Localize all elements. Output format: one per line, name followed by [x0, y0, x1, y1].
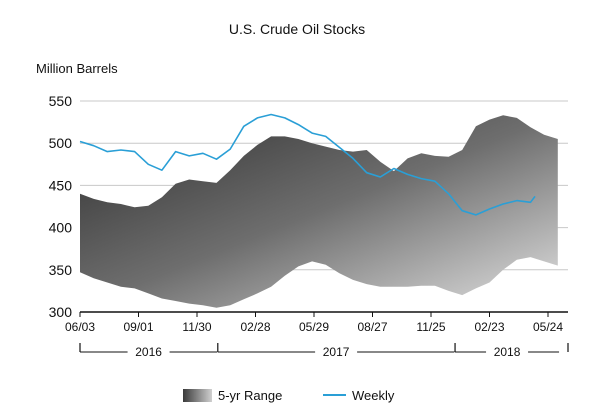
x-tick-label: 05/29: [299, 320, 329, 334]
y-tick-label: 450: [49, 177, 73, 193]
weekly-line-layer: [79, 113, 536, 216]
x-tick-label: 11/25: [416, 320, 445, 334]
y-tick-label: 400: [49, 220, 73, 236]
axes: [79, 311, 568, 317]
legend: 5-yr Range Weekly: [183, 388, 395, 403]
y-axis-label: Million Barrels: [36, 61, 118, 76]
legend-range-swatch: [183, 389, 212, 402]
year-brackets: 2016 2017 2018: [79, 343, 569, 359]
x-tick-label: 05/24: [533, 320, 563, 334]
chart-title: U.S. Crude Oil Stocks: [229, 21, 365, 37]
x-tick-labels: 06/03 09/01 11/30 02/28 05/29 08/27 11/25 02/23…: [65, 320, 563, 334]
y-tick-label: 550: [49, 93, 73, 109]
x-tick-label: 09/01: [123, 320, 153, 334]
year-label: 2017: [323, 345, 350, 359]
x-tick-label: 02/23: [474, 320, 504, 334]
x-tick-label: 02/28: [240, 320, 270, 334]
y-tick-label: 350: [49, 262, 73, 278]
year-label: 2018: [494, 345, 521, 359]
x-tick-label: 08/27: [357, 320, 387, 334]
year-label: 2016: [135, 345, 162, 359]
y-tick-label: 300: [49, 304, 73, 320]
x-tick-label: 11/30: [182, 320, 211, 334]
weekly-line: [79, 113, 536, 216]
y-tick-label: 500: [49, 135, 73, 151]
legend-range-label: 5-yr Range: [218, 388, 282, 403]
x-tick-label: 06/03: [65, 320, 95, 334]
range-area: [80, 115, 558, 308]
y-tick-labels: 300 350 400 450 500 550: [49, 93, 73, 320]
legend-weekly-label: Weekly: [352, 388, 395, 403]
range-area-layer: [80, 115, 558, 308]
